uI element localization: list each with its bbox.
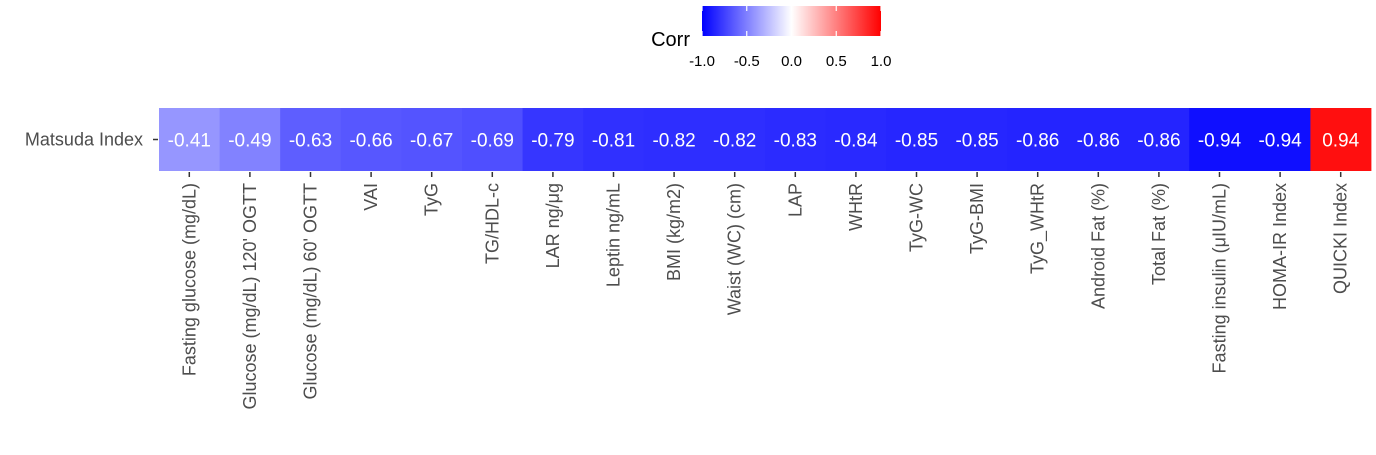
heatmap-cell [825, 108, 887, 171]
cell-value-label: -0.84 [834, 131, 878, 152]
heatmap-cell [159, 108, 220, 171]
cell-value-label: -0.86 [1137, 131, 1180, 152]
column-label: TyG-WC [907, 183, 927, 252]
cell-value-label: -0.79 [531, 131, 574, 152]
heatmap-cell [765, 108, 826, 171]
row-label: Matsuda Index [25, 130, 143, 150]
legend-ticks: -1.0 -0.5 0.0 0.5 1.0 [689, 6, 891, 70]
heatmap-cell [1068, 108, 1129, 171]
column-label: WHtR [846, 183, 866, 231]
heatmap-cell [462, 108, 523, 171]
heatmap-cell [886, 108, 948, 171]
cell-value-label: -0.85 [895, 131, 938, 152]
heatmap-cell [1249, 108, 1311, 171]
cell-value-label: -0.63 [289, 131, 332, 152]
column-label: Glucose (mg/dL) 120' OGTT [240, 183, 260, 410]
column-label: LAR ng/μg [543, 183, 563, 268]
heatmap-cells: -0.41 -0.49 -0.63 -0.66 -0.67 -0.69 -0.79 -0.81… [159, 108, 1372, 171]
heatmap-cell [219, 108, 281, 171]
column-label: HOMA-IR Index [1270, 183, 1290, 310]
color-legend: Corr -1.0 -0.5 0.0 0.5 1.0 [651, 6, 891, 70]
column-label: Fasting glucose (mg/dL) [179, 183, 199, 376]
column-label: Leptin ng/mL [604, 183, 624, 287]
cell-value-label: -0.67 [410, 131, 453, 152]
legend-tick-label: -0.5 [734, 53, 760, 70]
legend-tick-label: 1.0 [871, 53, 892, 70]
heatmap-cell [340, 108, 402, 171]
column-label: VAI [361, 183, 381, 211]
heatmap-cell [643, 108, 705, 171]
legend-tick-label: 0.0 [781, 53, 802, 70]
column-label: Android Fat (%) [1088, 183, 1108, 309]
heatmap-cell [401, 108, 463, 171]
column-label: Fasting insulin (μIU/mL) [1210, 183, 1230, 373]
x-axis: Fasting glucose (mg/dL) Glucose (mg/dL) 1… [179, 172, 1351, 410]
heatmap-cell [1128, 108, 1190, 171]
legend-tick-label: -1.0 [689, 53, 715, 70]
cell-value-label: -0.85 [955, 131, 998, 152]
column-label: Waist (WC) (cm) [725, 183, 745, 315]
cell-value-label: -0.86 [1077, 131, 1120, 152]
heatmap-cell [522, 108, 584, 171]
heatmap-cell [583, 108, 645, 171]
cell-value-label: -0.69 [471, 131, 514, 152]
cell-value-label: -0.82 [713, 131, 756, 152]
cell-value-label: 0.94 [1322, 131, 1359, 152]
cell-value-label: -0.49 [228, 131, 271, 152]
legend-tick-label: 0.5 [826, 53, 847, 70]
column-label: LAP [785, 183, 805, 217]
heatmap-cell [1007, 108, 1069, 171]
heatmap-cell [1310, 108, 1372, 171]
cell-value-label: -0.82 [652, 131, 695, 152]
cell-value-label: -0.94 [1258, 131, 1302, 152]
cell-value-label: -0.81 [592, 131, 635, 152]
column-label: TyG [422, 183, 442, 216]
cell-value-label: -0.86 [1016, 131, 1059, 152]
column-label: Total Fat (%) [1149, 183, 1169, 285]
column-label: TG/HDL-c [482, 183, 502, 264]
cell-value-label: -0.41 [168, 131, 211, 152]
y-axis: Matsuda Index [25, 130, 158, 150]
column-label: BMI (kg/m2) [664, 183, 684, 281]
column-label: QUICKI Index [1331, 183, 1351, 294]
column-label: Glucose (mg/dL) 60' OGTT [301, 183, 321, 400]
heatmap-cell [1189, 108, 1251, 171]
cell-value-label: -0.66 [349, 131, 392, 152]
cell-value-label: -0.83 [774, 131, 817, 152]
heatmap-cell [946, 108, 1008, 171]
legend-title: Corr [651, 29, 690, 51]
column-label: TyG-BMI [967, 183, 987, 254]
cell-value-label: -0.94 [1198, 131, 1242, 152]
column-label: TyG_WHtR [1028, 183, 1049, 274]
heatmap-cell [704, 108, 766, 171]
heatmap-cell [280, 108, 342, 171]
